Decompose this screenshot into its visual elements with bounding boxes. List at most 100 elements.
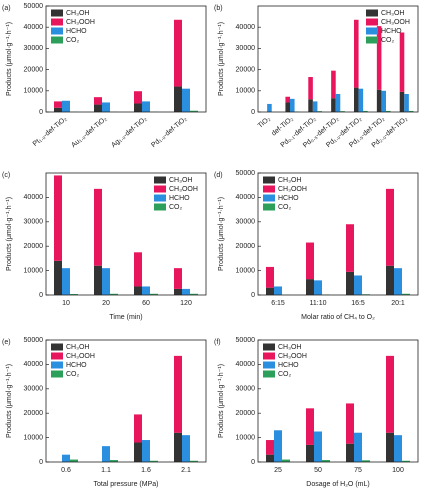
bar [354,19,359,88]
legend-swatch [51,352,63,360]
x-tick-label: 50 [314,467,322,474]
bar [266,440,274,455]
bar [402,460,410,462]
legend-label: CO₂ [278,204,292,211]
x-tick-label: 16:5 [351,300,365,307]
legend-label: CH₃OOH [66,19,95,26]
y-tick-label: 20000 [24,410,44,417]
bar [94,188,102,266]
bar [386,265,394,295]
bar [102,446,110,462]
bar [142,440,150,462]
legend-label: HCHO [66,362,87,369]
x-tick-label: 20:1 [391,300,405,307]
x-axis-label: Total pressure (MPa) [94,481,159,488]
x-tick-label: 20 [102,300,110,307]
bar [174,268,182,289]
y-tick-label: 50000 [236,170,256,177]
bar [190,110,198,112]
bar [354,87,359,112]
y-axis-label: Products (μmol·g⁻¹·h⁻¹) [218,197,225,271]
legend-swatch [366,9,378,17]
y-tick-label: 0 [251,109,255,116]
y-axis-label: Products (μmol·g⁻¹·h⁻¹) [218,22,225,96]
panel-label: (e) [2,339,11,346]
legend-label: CH₃OH [66,344,89,351]
bar [70,459,78,462]
bar [408,110,414,112]
bar [70,294,78,295]
bar [399,91,405,112]
y-tick-label: 30000 [24,219,44,226]
y-tick-label: 10000 [236,88,256,95]
legend-label: HCHO [169,195,190,202]
legend-label: CH₃OH [169,177,192,184]
x-tick-label: 100 [392,467,404,474]
x-tick-label: 1.6 [141,467,151,474]
plot-frame [257,339,419,463]
bar [150,460,158,462]
bar [102,102,110,112]
x-tick-label: Pt₁.₀-def-TiO₂ [32,115,69,148]
x-tick-label: Ag₁.₀-def-TiO₂ [110,115,148,149]
bar [62,268,70,295]
y-tick-label: 20000 [24,66,44,73]
y-tick-label: 0 [39,459,43,466]
legend-swatch [263,203,275,211]
legend-swatch [263,352,275,360]
bar [346,403,354,444]
bar [285,96,290,103]
y-tick-label: 40000 [24,361,44,368]
bar [94,265,102,295]
bar [331,70,336,99]
bar [134,91,142,104]
legend-swatch [263,185,275,193]
legend-label: CH₃OOH [169,186,198,193]
bar [285,102,290,112]
y-tick-label: 0 [251,292,255,299]
bar [394,268,402,295]
bar [134,442,142,462]
y-tick-label: 10000 [24,267,44,274]
legend-label: CH₃OH [66,10,89,17]
x-tick-label: 25 [274,467,282,474]
legend-swatch [263,370,275,378]
y-tick-label: 50000 [24,337,44,344]
y-tick-label: 50000 [24,3,44,10]
y-tick-label: 30000 [236,386,256,393]
y-tick-label: 10000 [24,88,44,95]
bar [142,286,150,295]
legend-swatch [263,194,275,202]
legend-swatch [366,18,378,26]
y-tick-label: 30000 [24,45,44,52]
bar [274,286,282,295]
panel-label: (d) [214,172,223,179]
legend-label: CH₃OOH [381,19,410,26]
bar [62,454,70,462]
bar [134,103,142,112]
y-tick-label: 20000 [236,243,256,250]
bar [62,100,70,112]
y-tick-label: 0 [251,459,255,466]
legend-swatch [154,194,166,202]
y-tick-label: 40000 [24,194,44,201]
bar [306,279,314,295]
bar [134,414,142,443]
legend-swatch [51,27,63,35]
x-tick-label: 120 [180,300,192,307]
bar [174,86,182,112]
y-tick-label: 0 [39,109,43,116]
legend-swatch [51,18,63,26]
bar [102,268,110,295]
legend-label: CO₂ [278,371,292,378]
legend-swatch [263,343,275,351]
bar [386,432,394,462]
bar [306,444,314,462]
legend-swatch [366,27,378,35]
bar [267,103,272,112]
plot-frame [45,339,207,463]
bar [346,224,354,272]
bar [317,111,322,112]
y-tick-label: 30000 [236,219,256,226]
y-tick-label: 20000 [236,410,256,417]
